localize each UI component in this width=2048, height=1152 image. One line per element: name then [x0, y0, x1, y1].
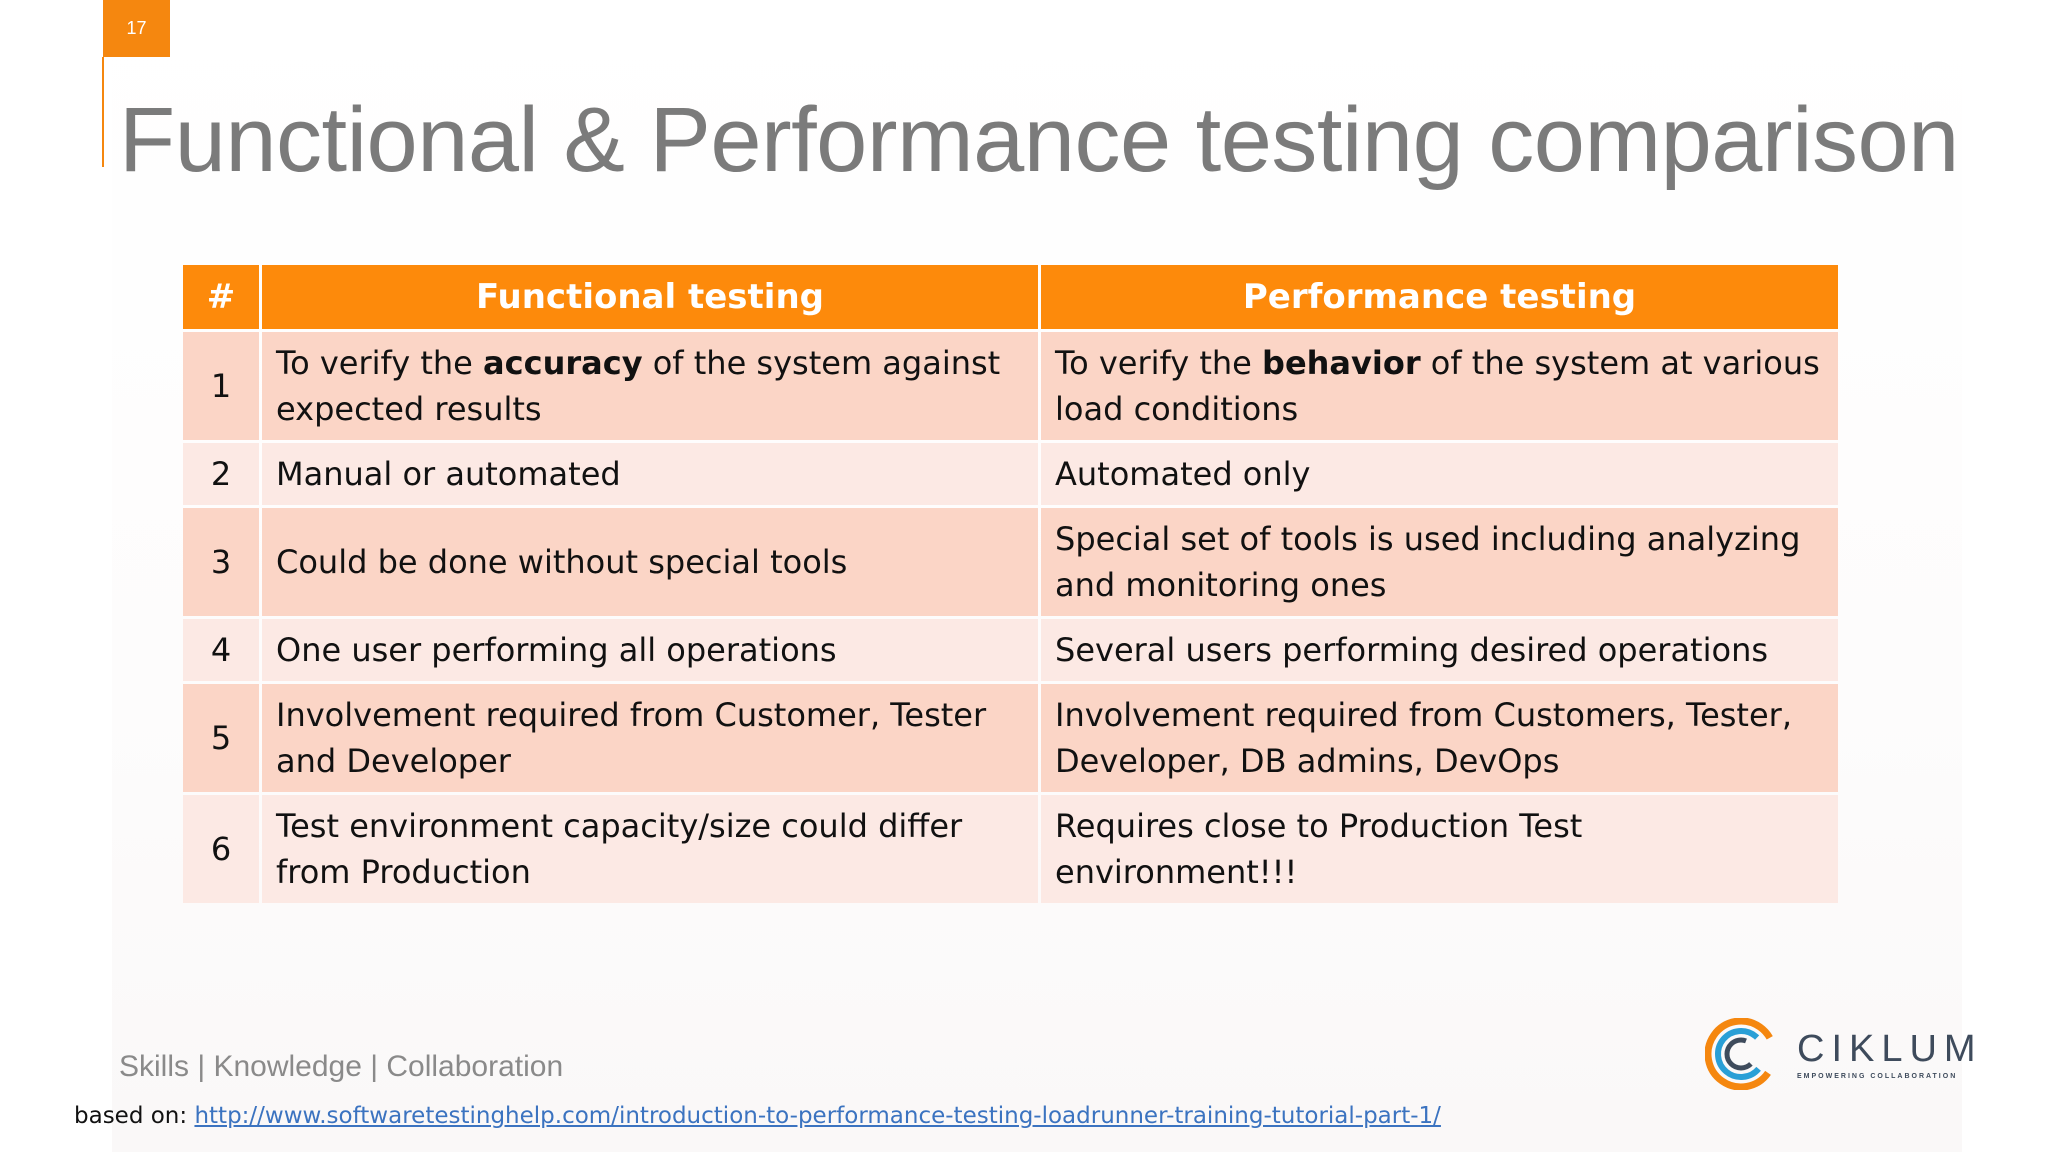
- cell-text: of the system at various load conditions: [1055, 344, 1820, 428]
- row-number: 2: [183, 443, 259, 505]
- row-number: 3: [183, 508, 259, 616]
- performance-cell: Requires close to Production Test enviro…: [1041, 795, 1838, 903]
- performance-cell: To verify the behavior of the system at …: [1041, 332, 1838, 440]
- cell-bold-text: accuracy: [483, 344, 643, 382]
- page-title: Functional & Performance testing compari…: [119, 89, 1959, 191]
- table-row: 2 Manual or automated Automated only: [183, 443, 1838, 505]
- functional-cell: Involvement required from Customer, Test…: [262, 684, 1038, 792]
- logo-name: CIKLUM: [1797, 1028, 1983, 1070]
- performance-cell: Involvement required from Customers, Tes…: [1041, 684, 1838, 792]
- ciklum-logo: CIKLUM EMPOWERING COLLABORATION: [1705, 1018, 1983, 1090]
- functional-cell: One user performing all operations: [262, 619, 1038, 681]
- functional-cell: To verify the accuracy of the system aga…: [262, 332, 1038, 440]
- header-functional: Functional testing: [262, 265, 1038, 329]
- page-number: 17: [103, 0, 170, 57]
- table-header-row: # Functional testing Performance testing: [183, 265, 1838, 329]
- accent-line: [102, 57, 104, 167]
- cell-text: of the system against expected results: [276, 344, 1001, 428]
- functional-cell: Test environment capacity/size could dif…: [262, 795, 1038, 903]
- row-number: 5: [183, 684, 259, 792]
- source-link[interactable]: http://www.softwaretestinghelp.com/intro…: [194, 1103, 1441, 1129]
- cell-text: To verify the: [276, 344, 484, 382]
- row-number: 1: [183, 332, 259, 440]
- source-prefix: based on:: [74, 1103, 195, 1129]
- performance-cell: Special set of tools is used including a…: [1041, 508, 1838, 616]
- table-row: 3 Could be done without special tools Sp…: [183, 508, 1838, 616]
- row-number: 4: [183, 619, 259, 681]
- comparison-table: # Functional testing Performance testing…: [180, 262, 1841, 906]
- ciklum-logo-icon: [1705, 1018, 1777, 1090]
- table-row: 4 One user performing all operations Sev…: [183, 619, 1838, 681]
- cell-bold-text: behavior: [1262, 344, 1421, 382]
- performance-cell: Automated only: [1041, 443, 1838, 505]
- table-row: 1 To verify the accuracy of the system a…: [183, 332, 1838, 440]
- header-number: #: [183, 265, 259, 329]
- source-citation: based on: http://www.softwaretestinghelp…: [74, 1103, 1441, 1129]
- functional-cell: Manual or automated: [262, 443, 1038, 505]
- table-row: 6 Test environment capacity/size could d…: [183, 795, 1838, 903]
- row-number: 6: [183, 795, 259, 903]
- cell-text: To verify the: [1055, 344, 1263, 382]
- header-performance: Performance testing: [1041, 265, 1838, 329]
- performance-cell: Several users performing desired operati…: [1041, 619, 1838, 681]
- logo-tagline: EMPOWERING COLLABORATION: [1797, 1073, 1958, 1080]
- footer-tagline: Skills | Knowledge | Collaboration: [119, 1050, 564, 1083]
- functional-cell: Could be done without special tools: [262, 508, 1038, 616]
- table-row: 5 Involvement required from Customer, Te…: [183, 684, 1838, 792]
